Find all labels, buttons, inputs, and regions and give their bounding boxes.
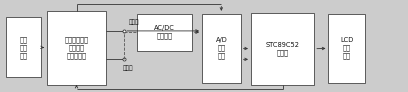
- Bar: [6, 17, 41, 77]
- Bar: [251, 13, 314, 85]
- Text: 被测
电压
输入: 被测 电压 输入: [20, 36, 27, 59]
- Text: 交流档: 交流档: [122, 65, 133, 71]
- Text: LCD
显示
电路: LCD 显示 电路: [340, 37, 353, 59]
- Text: STC89C52
单片机: STC89C52 单片机: [266, 42, 299, 56]
- Text: AC/DC
转换电路: AC/DC 转换电路: [154, 25, 175, 39]
- Text: 直流档: 直流档: [129, 20, 139, 25]
- Text: A/D
转换
电路: A/D 转换 电路: [215, 37, 227, 59]
- Text: 衰减器、量程
转换电路
和放大电路: 衰减器、量程 转换电路 和放大电路: [64, 37, 89, 59]
- Bar: [202, 14, 241, 83]
- Bar: [137, 14, 192, 51]
- Bar: [328, 14, 365, 83]
- Bar: [47, 11, 106, 85]
